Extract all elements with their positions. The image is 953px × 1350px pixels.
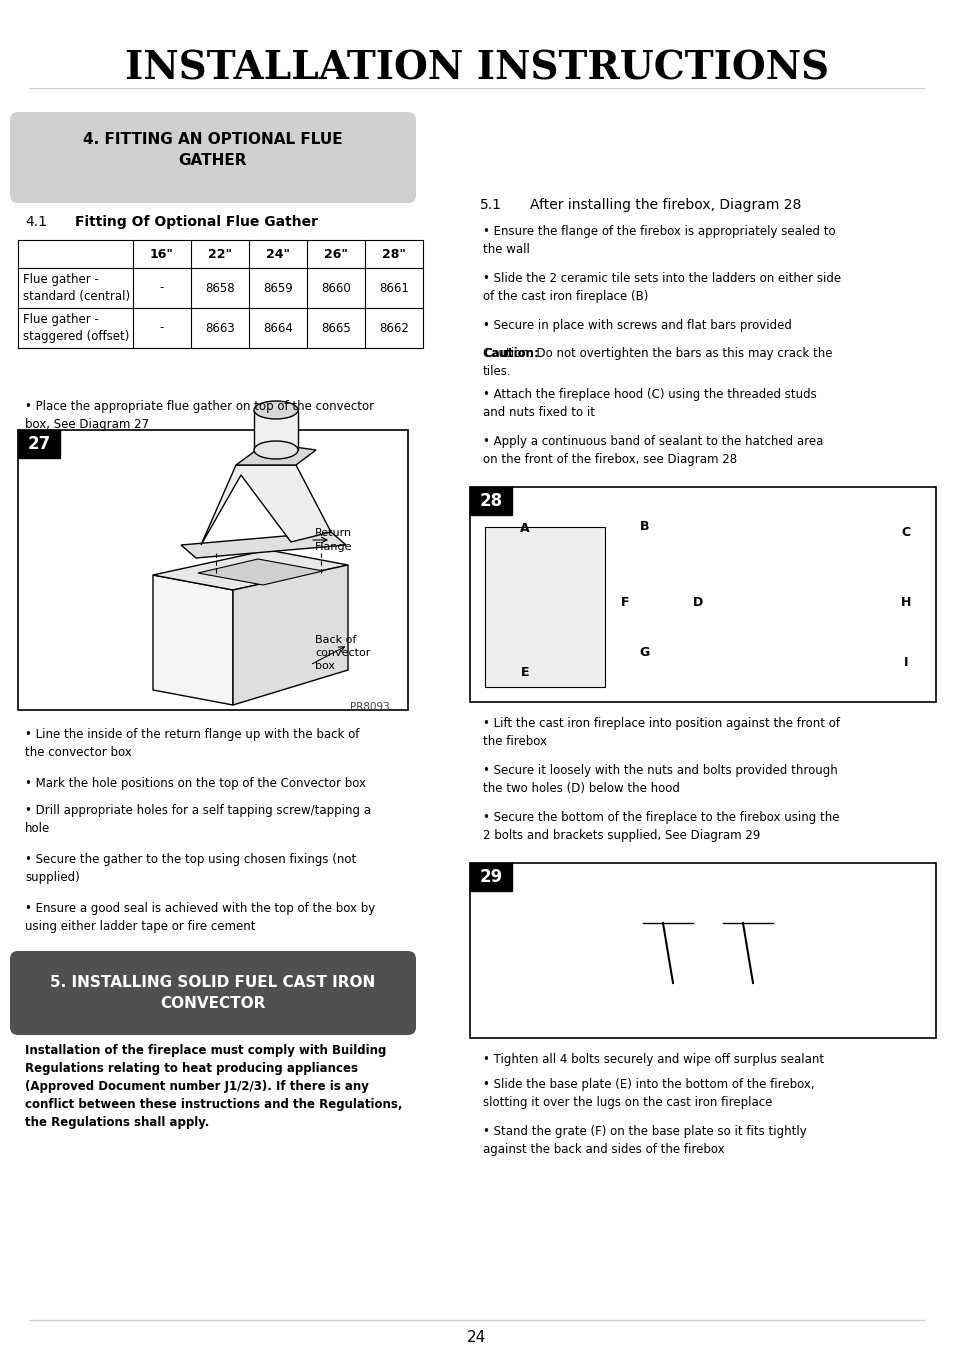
Text: • Secure in place with screws and flat bars provided: • Secure in place with screws and flat b…: [482, 319, 791, 350]
Text: 22": 22": [208, 247, 232, 261]
Text: • Secure the gather to the top using chosen fixings (not
supplied): • Secure the gather to the top using cho…: [25, 853, 355, 884]
Bar: [470, 487, 935, 702]
Text: • Secure it loosely with the nuts and bolts provided through
the two holes (D) b: • Secure it loosely with the nuts and bo…: [482, 764, 837, 795]
Bar: [18, 431, 60, 458]
Text: I: I: [902, 656, 907, 668]
Text: 8660: 8660: [321, 282, 351, 294]
Polygon shape: [233, 566, 348, 705]
Text: • Place the appropriate flue gather on top of the convector
box, See Diagram 27: • Place the appropriate flue gather on t…: [25, 400, 374, 431]
Polygon shape: [152, 549, 348, 590]
Bar: [484, 526, 604, 687]
Text: • Apply a continuous band of sealant to the hatched area
on the front of the fir: • Apply a continuous band of sealant to …: [482, 435, 822, 466]
Text: 24: 24: [467, 1331, 486, 1346]
Bar: [18, 431, 408, 710]
Text: D: D: [692, 595, 702, 609]
Text: Caution:: Caution:: [482, 347, 538, 360]
Polygon shape: [152, 575, 233, 705]
FancyBboxPatch shape: [10, 112, 416, 202]
Text: Return
Flange: Return Flange: [314, 528, 352, 552]
Text: -: -: [160, 282, 164, 294]
Text: • Stand the grate (F) on the base plate so it fits tightly
against the back and : • Stand the grate (F) on the base plate …: [482, 1125, 806, 1156]
Text: 29: 29: [478, 868, 502, 886]
Text: G: G: [639, 645, 649, 659]
Text: Flue gather -
standard (central): Flue gather - standard (central): [23, 273, 130, 302]
Text: 8661: 8661: [378, 282, 409, 294]
Text: 28: 28: [479, 491, 502, 510]
Polygon shape: [181, 532, 346, 558]
Text: C: C: [901, 525, 909, 539]
Ellipse shape: [253, 401, 297, 418]
Text: • Slide the base plate (E) into the bottom of the firebox,
slotting it over the : • Slide the base plate (E) into the bott…: [482, 1079, 814, 1108]
Text: • Tighten all 4 bolts securely and wipe off surplus sealant: • Tighten all 4 bolts securely and wipe …: [482, 1053, 823, 1066]
Polygon shape: [201, 464, 331, 545]
Text: 4.1: 4.1: [25, 215, 47, 230]
Text: Installation of the fireplace must comply with Building
Regulations relating to : Installation of the fireplace must compl…: [25, 1044, 402, 1129]
Bar: [470, 487, 512, 514]
Text: 8665: 8665: [321, 321, 351, 335]
Text: Caution: Do not overtighten the bars as this may crack the
tiles.: Caution: Do not overtighten the bars as …: [482, 347, 832, 378]
Text: 8664: 8664: [263, 321, 293, 335]
FancyBboxPatch shape: [10, 950, 416, 1035]
Text: 8658: 8658: [205, 282, 234, 294]
Text: 4. FITTING AN OPTIONAL FLUE
GATHER: 4. FITTING AN OPTIONAL FLUE GATHER: [83, 132, 342, 167]
Bar: [470, 863, 935, 1038]
Polygon shape: [235, 443, 315, 464]
Text: • Slide the 2 ceramic tile sets into the ladders on either side
of the cast iron: • Slide the 2 ceramic tile sets into the…: [482, 271, 841, 302]
Text: 28": 28": [381, 247, 406, 261]
Text: B: B: [639, 521, 649, 533]
Text: After installing the firebox, Diagram 28: After installing the firebox, Diagram 28: [530, 198, 801, 212]
Text: Back of
convector
box: Back of convector box: [314, 634, 370, 671]
Text: 5. INSTALLING SOLID FUEL CAST IRON
CONVECTOR: 5. INSTALLING SOLID FUEL CAST IRON CONVE…: [51, 975, 375, 1011]
Text: INSTALLATION INSTRUCTIONS: INSTALLATION INSTRUCTIONS: [125, 49, 828, 86]
Text: • Line the inside of the return flange up with the back of
the convector box: • Line the inside of the return flange u…: [25, 728, 359, 759]
Text: 24": 24": [266, 247, 290, 261]
Text: 26": 26": [324, 247, 348, 261]
Text: E: E: [520, 666, 529, 679]
Bar: [253, 410, 297, 450]
Text: -: -: [160, 321, 164, 335]
Text: • Attach the fireplace hood (C) using the threaded studs
and nuts fixed to it: • Attach the fireplace hood (C) using th…: [482, 387, 816, 418]
Text: Flue gather -
staggered (offset): Flue gather - staggered (offset): [23, 313, 130, 343]
Text: • Ensure a good seal is achieved with the top of the box by
using either ladder : • Ensure a good seal is achieved with th…: [25, 902, 375, 933]
Text: • Drill appropriate holes for a self tapping screw/tapping a
hole: • Drill appropriate holes for a self tap…: [25, 805, 371, 836]
Text: • Lift the cast iron fireplace into position against the front of
the firebox: • Lift the cast iron fireplace into posi…: [482, 717, 840, 748]
Text: 8662: 8662: [378, 321, 409, 335]
Bar: [470, 863, 512, 891]
Text: F: F: [620, 595, 629, 609]
Text: 5.1: 5.1: [479, 198, 501, 212]
Text: • Ensure the flange of the firebox is appropriately sealed to
the wall: • Ensure the flange of the firebox is ap…: [482, 225, 835, 256]
Text: • Mark the hole positions on the top of the Convector box: • Mark the hole positions on the top of …: [25, 778, 366, 790]
Text: PR8093: PR8093: [350, 702, 390, 711]
Text: 27: 27: [28, 435, 51, 454]
Text: H: H: [900, 595, 910, 609]
Polygon shape: [198, 559, 323, 585]
Text: • Secure the bottom of the fireplace to the firebox using the
2 bolts and bracke: • Secure the bottom of the fireplace to …: [482, 811, 839, 842]
Text: A: A: [519, 522, 529, 536]
Text: Fitting Of Optional Flue Gather: Fitting Of Optional Flue Gather: [75, 215, 317, 230]
Text: 8663: 8663: [205, 321, 234, 335]
Text: 8659: 8659: [263, 282, 293, 294]
Text: 16": 16": [150, 247, 173, 261]
Ellipse shape: [253, 441, 297, 459]
